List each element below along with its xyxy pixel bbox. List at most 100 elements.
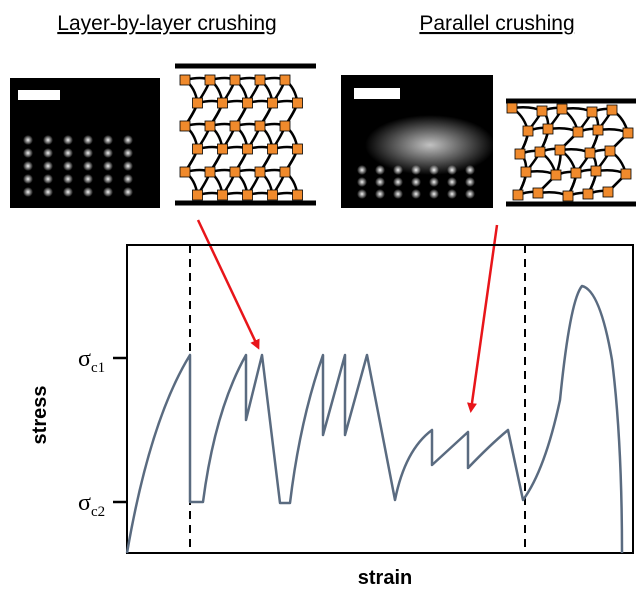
node	[193, 144, 203, 154]
node	[523, 126, 533, 136]
node	[180, 121, 190, 131]
node	[280, 75, 290, 85]
node	[205, 167, 215, 177]
photo-spot	[447, 177, 457, 187]
photo-spot	[103, 187, 113, 197]
level-label: σc2	[78, 490, 105, 520]
node	[605, 146, 615, 156]
micrograph	[341, 75, 495, 208]
photo-spot	[63, 148, 73, 158]
photo-spot	[23, 161, 33, 171]
node	[293, 144, 303, 154]
node	[583, 189, 593, 199]
node	[255, 121, 265, 131]
photo-glow	[365, 115, 495, 175]
photo-spot	[83, 174, 93, 184]
node	[268, 190, 278, 200]
y-axis-label: stress	[29, 386, 51, 445]
node	[571, 168, 581, 178]
photo-spot	[393, 165, 403, 175]
photo-spot	[63, 161, 73, 171]
photo-spot	[429, 165, 439, 175]
node	[180, 167, 190, 177]
figure: Layer-by-layer crushing Parallel crushin…	[0, 0, 636, 590]
subscript: c1	[91, 360, 105, 376]
photo-spot	[429, 177, 439, 187]
node	[205, 121, 215, 131]
photo-spot	[23, 187, 33, 197]
photo-spot	[83, 187, 93, 197]
node	[193, 190, 203, 200]
node	[218, 98, 228, 108]
photo-spot	[103, 135, 113, 145]
node	[593, 125, 603, 135]
photo-spot	[43, 135, 53, 145]
node	[243, 144, 253, 154]
node	[573, 127, 583, 137]
photo-spot	[357, 177, 367, 187]
x-axis-label: strain	[358, 567, 412, 589]
photo-spot	[411, 165, 421, 175]
photo-spot	[63, 187, 73, 197]
photo-spot	[103, 174, 113, 184]
node	[507, 103, 517, 113]
photo-spot	[357, 165, 367, 175]
photo-spot	[123, 161, 133, 171]
stress-strain-curve	[127, 286, 622, 553]
photo-spot	[123, 135, 133, 145]
page: Layer-by-layer crushing Parallel crushin…	[0, 0, 636, 590]
node	[180, 75, 190, 85]
photo-spot	[123, 148, 133, 158]
node	[280, 121, 290, 131]
lattice-schematic	[175, 66, 316, 203]
node	[603, 187, 613, 197]
photo-spot	[429, 189, 439, 199]
photo-spot	[43, 148, 53, 158]
photo-spot	[465, 189, 475, 199]
photo-spot	[123, 187, 133, 197]
photo-spot	[23, 174, 33, 184]
subscript: c2	[91, 504, 105, 520]
scale-bar	[18, 90, 60, 100]
node	[607, 105, 617, 115]
arrow	[198, 220, 258, 347]
photo-spot	[43, 174, 53, 184]
node	[230, 75, 240, 85]
node	[521, 167, 531, 177]
node	[563, 191, 573, 201]
node	[535, 147, 545, 157]
panel-title: Layer-by-layer crushing	[57, 12, 276, 35]
photo-spot	[83, 161, 93, 171]
symbol: σ	[78, 346, 91, 372]
arrow	[471, 225, 497, 410]
node	[218, 190, 228, 200]
photo-spot	[43, 187, 53, 197]
photo-spot	[393, 177, 403, 187]
node	[255, 167, 265, 177]
lattice-schematic	[506, 101, 636, 204]
node	[543, 124, 553, 134]
photo-spot	[63, 135, 73, 145]
photo-spot	[123, 174, 133, 184]
photo-spot	[357, 189, 367, 199]
node	[230, 121, 240, 131]
node	[585, 148, 595, 158]
node	[591, 166, 601, 176]
photo-spot	[465, 177, 475, 187]
node	[268, 144, 278, 154]
node	[230, 167, 240, 177]
node	[293, 98, 303, 108]
scale-bar	[354, 88, 400, 99]
photo-spot	[375, 177, 385, 187]
micrograph	[10, 78, 160, 208]
photo-spot	[393, 189, 403, 199]
node	[513, 190, 523, 200]
photo-spot	[411, 189, 421, 199]
photo-spot	[43, 161, 53, 171]
node	[587, 107, 597, 117]
node	[621, 169, 631, 179]
photo-spot	[23, 135, 33, 145]
photo-spot	[411, 177, 421, 187]
node	[623, 128, 633, 138]
plot-frame	[127, 245, 633, 553]
